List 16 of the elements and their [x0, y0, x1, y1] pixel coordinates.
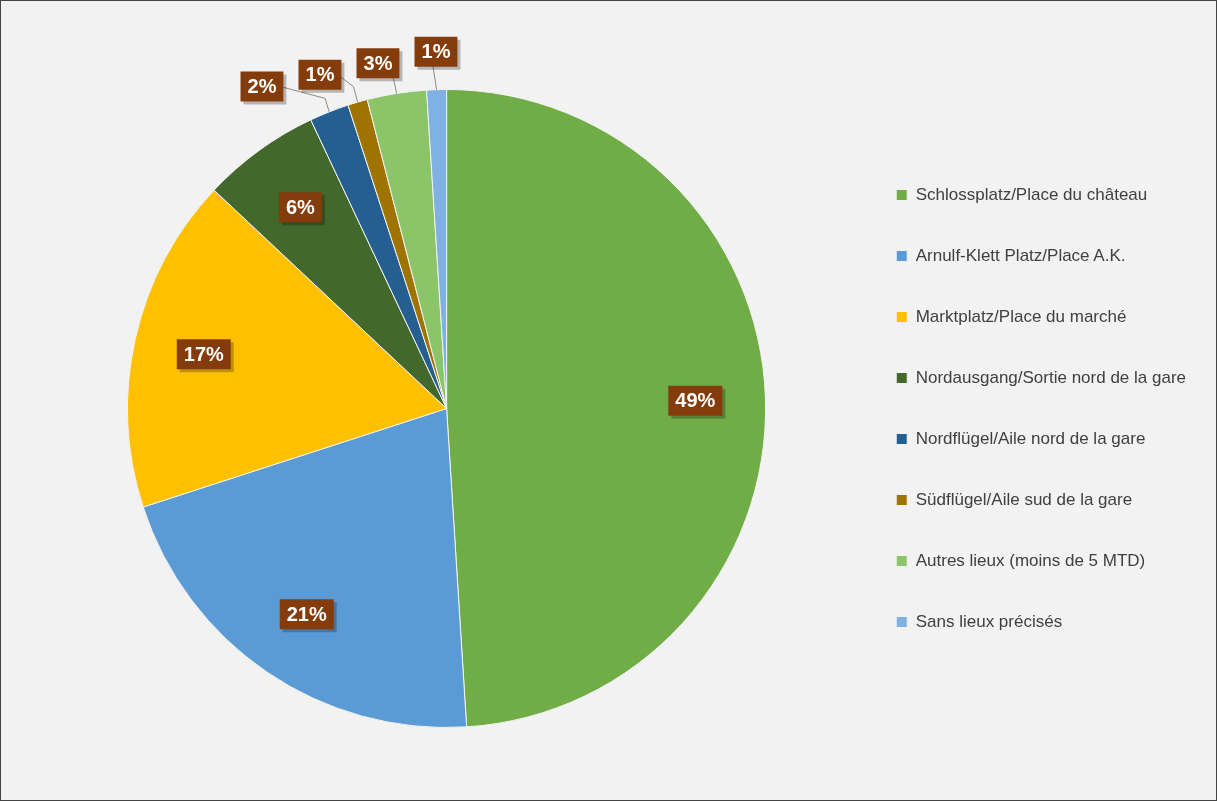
data-label: 6% [285, 195, 316, 218]
legend-label: Südflügel/Aile sud de la gare [915, 489, 1133, 509]
data-label: 3% [363, 51, 393, 74]
legend-label: Autres lieux (moins de 5 MTD) [915, 550, 1146, 570]
data-label: 2% [247, 74, 277, 97]
legend-label: Nordflügel/Aile nord de la gare [915, 428, 1146, 448]
legend-label: Arnulf-Klett Platz/Place A.K. [915, 245, 1126, 265]
data-label: 49% [675, 389, 716, 412]
data-label: 1% [305, 63, 335, 86]
legend-label: Nordausgang/Sortie nord de la gare [915, 367, 1187, 387]
data-label: 21% [286, 602, 327, 625]
data-label: 1% [421, 40, 451, 63]
legend-label: Schlossplatz/Place du château [915, 184, 1148, 204]
legend-label: Marktplatz/Place du marché [915, 306, 1127, 326]
legend-label: Sans lieux précisés [915, 611, 1063, 631]
data-label: 17% [183, 342, 225, 365]
